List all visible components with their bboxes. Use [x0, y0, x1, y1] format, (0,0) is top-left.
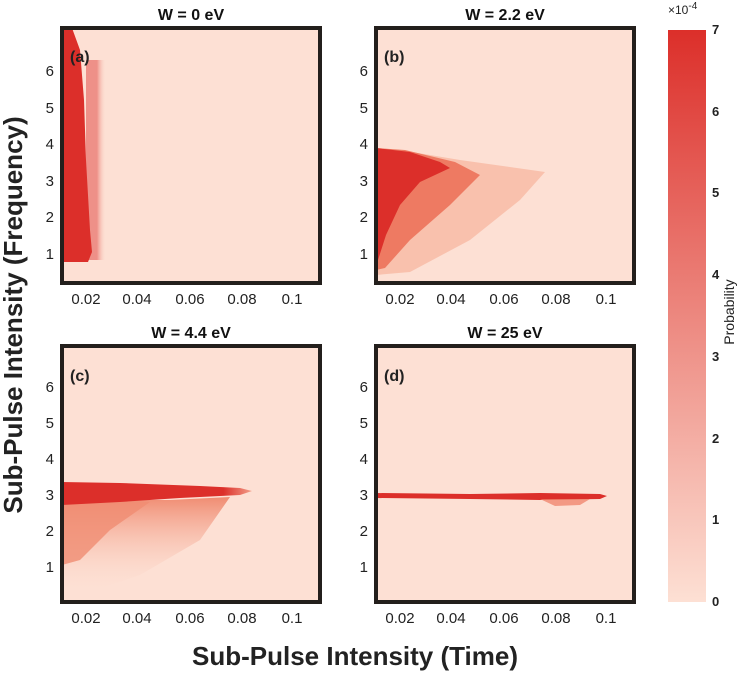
- panel-b-xtick-0.1: 0.1: [596, 291, 617, 308]
- panel-d-xticks: 0.02 0.04 0.06 0.08 0.1: [385, 610, 616, 627]
- panel-d-ytick-6: 6: [360, 379, 368, 396]
- colorbar-ticks: 0 1 2 3 4 5 6 7: [712, 22, 720, 609]
- panel-a-fade: [86, 60, 106, 260]
- panel-c-ytick-1: 1: [46, 559, 54, 576]
- panel-a-yticks: 1 2 3 4 5 6: [46, 63, 54, 263]
- panel-b-xtick-0.02: 0.02: [385, 291, 414, 308]
- panel-c-xtick-0.06: 0.06: [175, 610, 204, 627]
- panel-a-xtick-0.1: 0.1: [282, 291, 303, 308]
- colorbar-tick-2: 2: [712, 431, 719, 446]
- panel-b-label: (b): [384, 49, 404, 66]
- panel-c-xtick-0.08: 0.08: [227, 610, 256, 627]
- colorbar-gradient: [668, 30, 706, 602]
- panel-b-ytick-1: 1: [360, 246, 368, 263]
- panel-b-ytick-2: 2: [360, 209, 368, 226]
- panel-d-ytick-5: 5: [360, 415, 368, 432]
- panel-d-frame: [374, 344, 636, 604]
- colorbar-exponent-power: -4: [688, 1, 697, 12]
- panel-d-line: [376, 493, 607, 500]
- panel-b-xtick-0.08: 0.08: [541, 291, 570, 308]
- colorbar-tick-4: 4: [712, 267, 720, 282]
- panel-c-ytick-2: 2: [46, 523, 54, 540]
- panel-c-ytick-3: 3: [46, 487, 54, 504]
- panel-a-xtick-0.06: 0.06: [175, 291, 204, 308]
- panel-a-frame: [60, 26, 322, 285]
- panel-a-ytick-5: 5: [46, 100, 54, 117]
- panel-b-xtick-0.04: 0.04: [436, 291, 465, 308]
- panel-b-xtick-0.06: 0.06: [489, 291, 518, 308]
- y-axis-label: Sub-Pulse Intensity (Frequency): [0, 116, 28, 513]
- panel-c-frame: [60, 344, 322, 604]
- panel-b-ytick-4: 4: [360, 136, 368, 153]
- panel-b: W = 2.2 eV (b) 1 2 3 4 5 6 0.02 0.04 0.0…: [360, 7, 636, 308]
- panel-a-xtick-0.02: 0.02: [71, 291, 100, 308]
- panel-c-band: [62, 482, 252, 505]
- panel-c-ytick-4: 4: [46, 451, 54, 468]
- panel-d-speckle: [540, 499, 590, 506]
- panel-d-yticks: 1 2 3 4 5 6: [360, 379, 368, 576]
- panel-d-label: (d): [384, 368, 404, 385]
- panel-b-frame: [374, 26, 636, 285]
- colorbar-exponent: ×10-4: [668, 1, 698, 17]
- panel-d-title: W = 25 eV: [467, 325, 542, 342]
- panel-a-ytick-4: 4: [46, 136, 54, 153]
- panel-a-ytick-2: 2: [46, 209, 54, 226]
- panel-a-band: [62, 28, 92, 262]
- panel-c-yticks: 1 2 3 4 5 6: [46, 379, 54, 576]
- panel-d-ytick-3: 3: [360, 487, 368, 504]
- panel-c-tail-mid: [62, 500, 150, 565]
- panel-d-ytick-4: 4: [360, 451, 368, 468]
- panel-c-ytick-6: 6: [46, 379, 54, 396]
- panel-d-xtick-0.02: 0.02: [385, 610, 414, 627]
- colorbar-label: Probability: [721, 279, 737, 344]
- panel-c-xticks: 0.02 0.04 0.06 0.08 0.1: [71, 610, 302, 627]
- panel-b-title: W = 2.2 eV: [465, 7, 545, 24]
- colorbar-tick-0: 0: [712, 594, 719, 609]
- panel-a-ytick-6: 6: [46, 63, 54, 80]
- panel-c-ytick-5: 5: [46, 415, 54, 432]
- panel-d-ytick-2: 2: [360, 523, 368, 540]
- panel-d-xtick-0.06: 0.06: [489, 610, 518, 627]
- panel-d-ytick-1: 1: [360, 559, 368, 576]
- colorbar-tick-1: 1: [712, 512, 719, 527]
- panel-d-background: [376, 346, 634, 602]
- panel-b-ytick-6: 6: [360, 63, 368, 80]
- panel-a-xtick-0.08: 0.08: [227, 291, 256, 308]
- colorbar-exponent-base: ×10: [668, 3, 689, 17]
- panel-a-xticks: 0.02 0.04 0.06 0.08 0.1: [71, 291, 302, 308]
- panel-c-label: (c): [70, 368, 90, 385]
- panel-a-ytick-3: 3: [46, 173, 54, 190]
- colorbar-tick-3: 3: [712, 349, 719, 364]
- panel-a-ytick-1: 1: [46, 246, 54, 263]
- panel-d-xtick-0.1: 0.1: [596, 610, 617, 627]
- panel-d: W = 25 eV (d) 1 2 3 4 5 6 0.02 0.04 0.06…: [360, 325, 636, 627]
- panel-b-ytick-3: 3: [360, 173, 368, 190]
- panel-c-xtick-0.04: 0.04: [122, 610, 151, 627]
- colorbar: ×10-4 0 1 2 3 4 5 6 7 Probability: [668, 1, 737, 609]
- panel-a-xtick-0.04: 0.04: [122, 291, 151, 308]
- colorbar-tick-6: 6: [712, 104, 719, 119]
- panel-c-xtick-0.1: 0.1: [282, 610, 303, 627]
- colorbar-tick-7: 7: [712, 22, 719, 37]
- colorbar-tick-5: 5: [712, 185, 719, 200]
- panel-c-xtick-0.02: 0.02: [71, 610, 100, 627]
- x-axis-label: Sub-Pulse Intensity (Time): [192, 641, 518, 671]
- panel-b-xticks: 0.02 0.04 0.06 0.08 0.1: [385, 291, 616, 308]
- panel-d-xtick-0.08: 0.08: [541, 610, 570, 627]
- panel-c: W = 4.4 eV (c) 1 2 3 4 5 6 0.02 0.04 0.0…: [46, 325, 322, 627]
- panel-d-xtick-0.04: 0.04: [436, 610, 465, 627]
- panel-c-title: W = 4.4 eV: [151, 325, 231, 342]
- panel-a: W = 0 eV (a) 1 2 3 4 5 6 0.02 0.04 0.06 …: [46, 7, 322, 308]
- panel-b-yticks: 1 2 3 4 5 6: [360, 63, 368, 263]
- panel-b-wedge-core: [376, 148, 450, 262]
- panel-a-title: W = 0 eV: [158, 7, 225, 24]
- panel-a-label: (a): [70, 49, 90, 66]
- panel-b-ytick-5: 5: [360, 100, 368, 117]
